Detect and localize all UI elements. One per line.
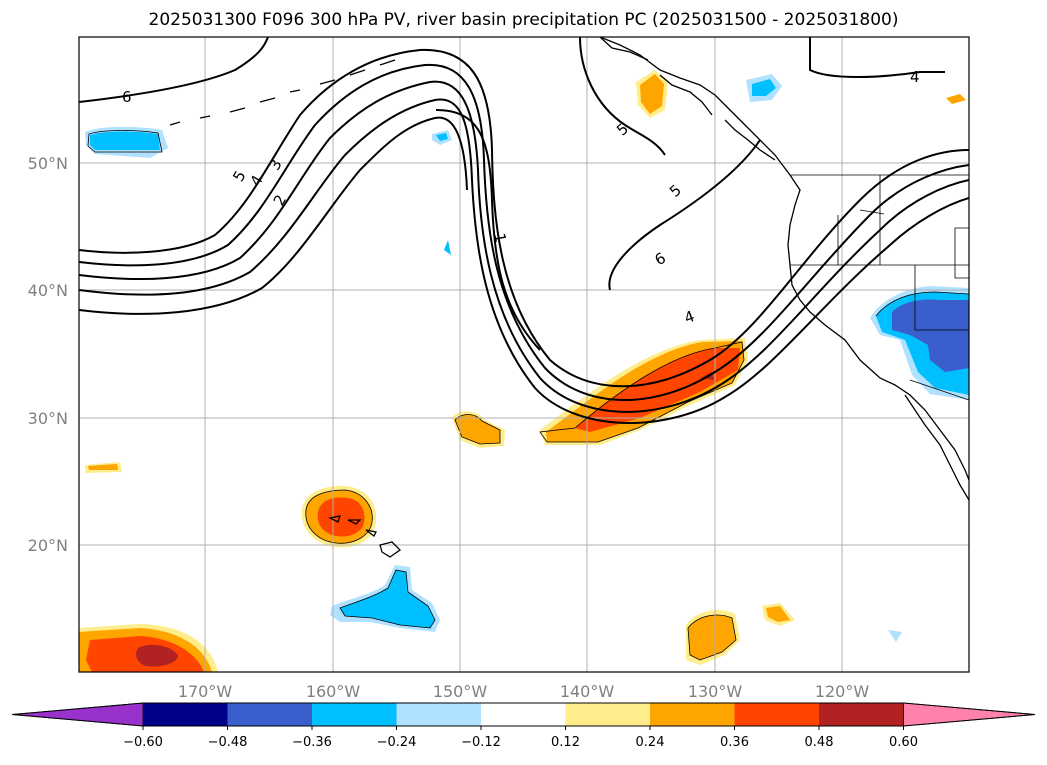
latitude-axis: 50°N 40°N 30°N 20°N bbox=[28, 154, 68, 555]
pv-contour-outer bbox=[79, 48, 969, 388]
contour-label: 4 bbox=[910, 68, 920, 86]
colorbar-tick-label: −0.36 bbox=[292, 735, 332, 750]
colorbar-swatch bbox=[650, 703, 735, 726]
contour-label: 3 bbox=[265, 156, 285, 173]
anomaly-outlines bbox=[87, 130, 969, 661]
colorbar-tick-label: 0.36 bbox=[720, 735, 749, 750]
pv-contour-6 bbox=[79, 37, 269, 103]
lat-label: 40°N bbox=[28, 281, 68, 300]
colorbar-swatch bbox=[227, 703, 313, 726]
contour-label: 6 bbox=[122, 88, 132, 106]
colorbar: −0.60 −0.48 −0.36 −0.24 −0.12 0.12 0.24 0.36 0.4… bbox=[11, 702, 1036, 750]
colorbar-swatch bbox=[565, 703, 651, 726]
lon-label: 160°W bbox=[306, 682, 361, 701]
colorbar-swatch bbox=[819, 703, 904, 726]
colorbar-extend-max bbox=[903, 702, 1036, 727]
coastlines bbox=[169, 37, 969, 558]
lat-label: 20°N bbox=[28, 536, 68, 555]
colorbar-swatch bbox=[734, 703, 820, 726]
colorbar-extend-min bbox=[11, 702, 144, 727]
colorbar-tick-label: −0.60 bbox=[123, 735, 163, 750]
lon-label: 140°W bbox=[560, 682, 615, 701]
contour-label: 5 bbox=[229, 167, 249, 184]
colorbar-tick-label: 0.60 bbox=[889, 735, 918, 750]
contour-label: 1 bbox=[490, 232, 509, 245]
lon-label: 120°W bbox=[815, 682, 870, 701]
lon-label: 150°W bbox=[433, 682, 488, 701]
pv-contours bbox=[79, 37, 969, 425]
lon-label: 170°W bbox=[178, 682, 233, 701]
colorbar-swatch bbox=[143, 703, 228, 726]
graticule bbox=[79, 37, 969, 672]
colorbar-swatch bbox=[396, 703, 482, 726]
colorbar-tick-label: −0.24 bbox=[377, 735, 417, 750]
contour-label: 5 bbox=[613, 120, 632, 140]
plot-area: 6 5 4 3 2 1 5 6 5 4 4 bbox=[79, 37, 969, 672]
lat-label: 30°N bbox=[28, 409, 68, 428]
precip-shading bbox=[79, 70, 969, 672]
longitude-axis: 170°W 160°W 150°W 140°W 130°W 120°W bbox=[178, 682, 870, 701]
lat-label: 50°N bbox=[28, 154, 68, 173]
colorbar-tick-label: −0.48 bbox=[208, 735, 248, 750]
colorbar-swatch bbox=[481, 703, 566, 726]
plot-frame bbox=[78, 36, 970, 673]
map-title: 2025031300 F096 300 hPa PV, river basin … bbox=[148, 10, 899, 30]
colorbar-tick-label: 0.48 bbox=[805, 735, 834, 750]
pv-contour-1 bbox=[435, 109, 541, 351]
colorbar-tick-label: −0.12 bbox=[461, 735, 501, 750]
contour-label: 5 bbox=[666, 181, 685, 201]
contour-label: 6 bbox=[652, 249, 669, 269]
colorbar-tick-label: 0.24 bbox=[636, 735, 665, 750]
contour-labels: 6 5 4 3 2 1 5 6 5 4 4 bbox=[122, 68, 920, 327]
lon-label: 130°W bbox=[688, 682, 743, 701]
colorbar-tick-label: 0.12 bbox=[551, 735, 580, 750]
pv-contour-inner-5 bbox=[608, 139, 761, 291]
contour-label: 2 bbox=[270, 192, 290, 209]
contour-label: 4 bbox=[682, 307, 697, 327]
colorbar-swatch bbox=[312, 703, 397, 726]
